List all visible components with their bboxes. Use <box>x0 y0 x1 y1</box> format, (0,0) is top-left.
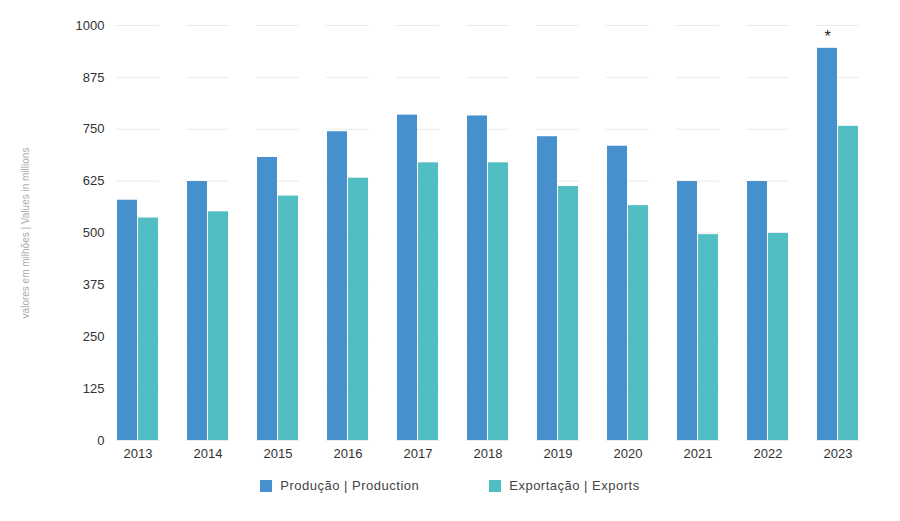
svg-text:2014: 2014 <box>194 446 223 461</box>
svg-text:750: 750 <box>83 121 105 136</box>
html-text:Exportação | Exports: Exportação | Exports <box>509 478 640 493</box>
svg-text:2020: 2020 <box>614 446 643 461</box>
svg-text:2021: 2021 <box>684 446 713 461</box>
svg-text:2015: 2015 <box>264 446 293 461</box>
svg-text:875: 875 <box>83 70 105 85</box>
svg-text:2016: 2016 <box>334 446 363 461</box>
svg-text:2018: 2018 <box>474 446 503 461</box>
html-text:Produção | Production: Produção | Production <box>280 478 420 493</box>
svg-text:2019: 2019 <box>544 446 573 461</box>
svg-text:1000: 1000 <box>76 18 105 33</box>
svg-text:2013: 2013 <box>124 446 153 461</box>
svg-text:250: 250 <box>83 329 105 344</box>
svg-text:625: 625 <box>83 173 105 188</box>
svg-text:125: 125 <box>83 381 105 396</box>
svg-text:500: 500 <box>83 225 105 240</box>
svg-text:2022: 2022 <box>754 446 783 461</box>
svg-text:*: * <box>824 28 830 45</box>
svg-text:2017: 2017 <box>404 446 433 461</box>
svg-text:2023: 2023 <box>824 446 853 461</box>
svg-text:375: 375 <box>83 277 105 292</box>
svg-text:0: 0 <box>97 433 104 448</box>
svg-text:valores em milhões | Values in: valores em milhões | Values in millions <box>20 148 31 319</box>
